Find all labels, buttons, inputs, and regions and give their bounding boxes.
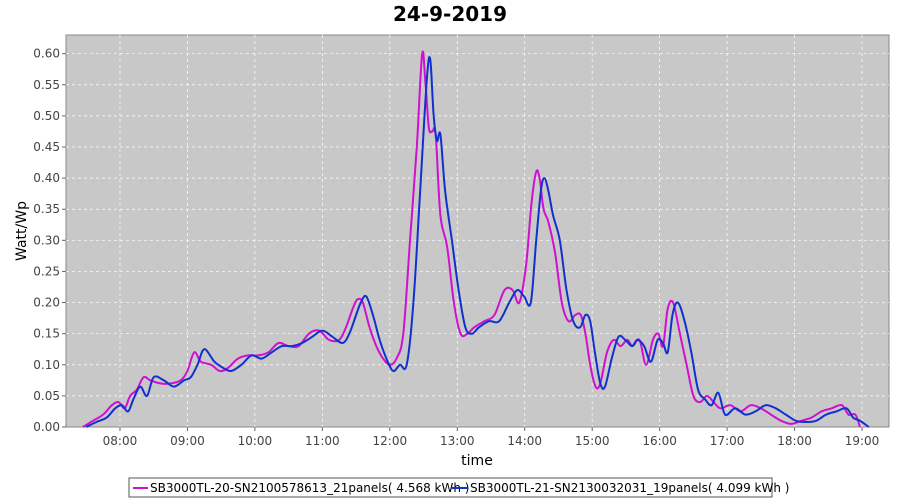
y-tick-label: 0.10 [33,358,60,372]
y-tick-label: 0.05 [33,389,60,403]
legend-label-series-1: SB3000TL-20-SN2100578613_21panels( 4.568… [150,481,469,495]
y-tick-label: 0.45 [33,140,60,154]
x-gridlines [119,35,863,427]
y-tick-label: 0.15 [33,327,60,341]
x-tick-label: 12:00 [373,434,408,448]
y-tick-label: 0.50 [33,109,60,123]
y-tick-label: 0.40 [33,171,60,185]
y-tick-label: 0.55 [33,78,60,92]
x-tick-label: 19:00 [845,434,880,448]
legend-box [128,477,773,498]
x-tick-label: 10:00 [238,434,273,448]
y-tick-label: 0.20 [33,296,60,310]
x-tick-label: 15:00 [575,434,610,448]
series-layer [82,50,870,428]
x-tick-label: 14:00 [507,434,542,448]
series-line-2 [85,56,870,428]
plot-area [65,34,890,428]
y-tick-label: 0.60 [33,47,60,61]
y-tick-label: 0.25 [33,264,60,278]
y-axis-label: Watt/Wp [14,201,30,261]
x-tick-label: 16:00 [642,434,677,448]
x-tick-label: 17:00 [710,434,745,448]
y-tick-label: 0.30 [33,233,60,247]
legend: SB3000TL-20-SN2100578613_21panels( 4.568… [128,477,789,498]
x-tick-label: 08:00 [103,434,138,448]
y-gridlines [66,53,889,397]
y-tick-label: 0.35 [33,202,60,216]
x-tick-label: 18:00 [777,434,812,448]
y-axis-ticks: 0.00 0.05 0.10 0.15 0.20 0.25 0.30 0.35 0.40 0.45… [33,47,66,434]
chart-title: 24-9-2019 [393,2,507,26]
x-axis-label: time [461,453,493,469]
x-tick-label: 13:00 [440,434,475,448]
legend-label-series-2: SB3000TL-21-SN2130032031_19panels( 4.099… [470,481,789,495]
y-tick-label: 0.00 [33,420,60,434]
x-axis-ticks: 08:00 09:00 10:00 11:00 12:00 13:00 14:00 15:00… [103,427,880,448]
x-tick-label: 11:00 [305,434,340,448]
x-tick-label: 09:00 [170,434,205,448]
